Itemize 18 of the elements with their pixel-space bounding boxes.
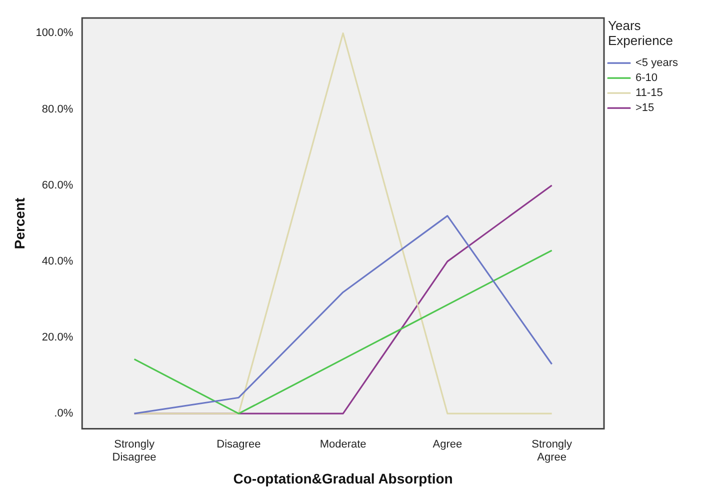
x-axis-title: Co-optation&Gradual Absorption <box>233 470 453 486</box>
y-tick-label: .0% <box>54 408 74 420</box>
x-tick-label: Moderate <box>320 438 366 450</box>
x-tick-label: Strongly Disagree <box>112 438 156 464</box>
y-tick-label: 80.0% <box>42 103 74 116</box>
legend-label: >15 <box>636 102 654 114</box>
x-tick-label: Strongly Agree <box>532 438 572 464</box>
y-tick-label: 20.0% <box>42 332 74 344</box>
y-tick-label: 40.0% <box>42 255 74 268</box>
x-tick-label: Disagree <box>216 438 261 450</box>
legend-label: <5 years <box>636 57 678 70</box>
legend-label: 6-10 <box>636 72 658 84</box>
y-tick-label: 100.0% <box>36 27 74 40</box>
x-tick-label: Agree <box>432 438 462 450</box>
y-tick-label: 60.0% <box>42 179 74 192</box>
legend-title: Years Experience <box>608 18 674 48</box>
y-axis-title: Percent <box>11 197 28 250</box>
legend-label: 11-15 <box>636 87 663 100</box>
